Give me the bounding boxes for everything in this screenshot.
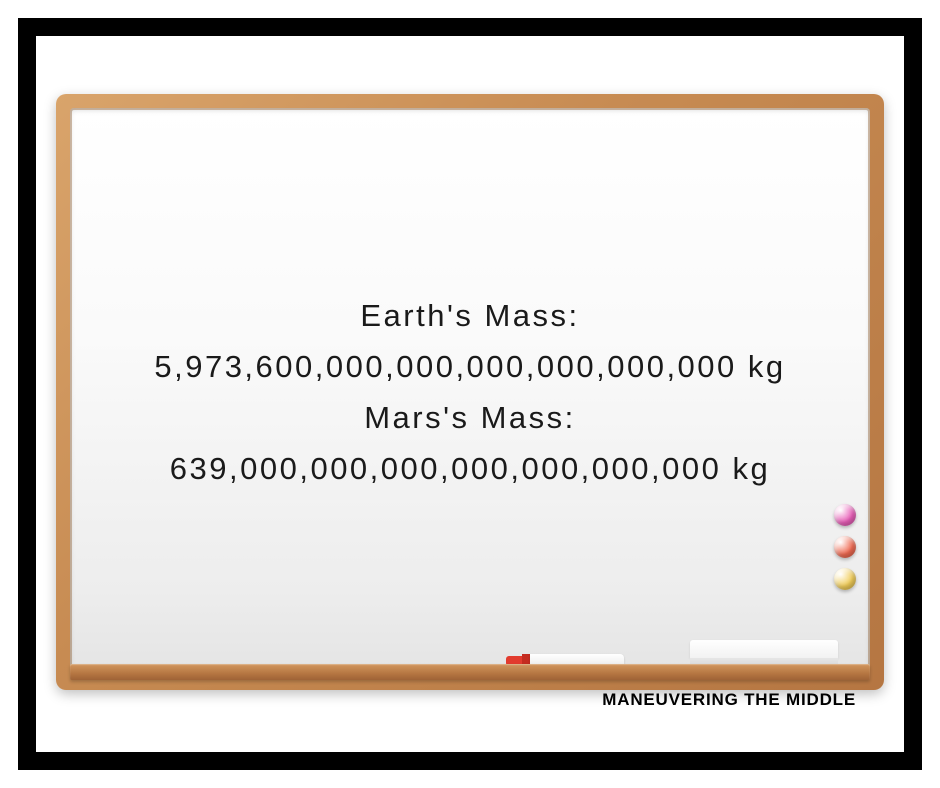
text-line-earth-label: Earth's Mass:: [360, 290, 579, 341]
magnet-yellow: [834, 568, 856, 590]
magnet-red: [834, 536, 856, 558]
eraser-top: [690, 640, 838, 658]
text-line-mars-value: 639,000,000,000,000,000,000,000 kg: [170, 443, 770, 494]
text-line-mars-label: Mars's Mass:: [364, 392, 576, 443]
whiteboard-content: Earth's Mass: 5,973,600,000,000,000,000,…: [70, 108, 870, 676]
brand-text: MANEUVERING THE MIDDLE: [602, 690, 856, 710]
page-outer-border: Earth's Mass: 5,973,600,000,000,000,000,…: [18, 18, 922, 770]
text-line-earth-value: 5,973,600,000,000,000,000,000,000 kg: [154, 341, 785, 392]
magnet-pink: [834, 504, 856, 526]
whiteboard-tray: [70, 664, 870, 680]
whiteboard: Earth's Mass: 5,973,600,000,000,000,000,…: [56, 94, 884, 690]
magnet-group: [834, 504, 856, 590]
